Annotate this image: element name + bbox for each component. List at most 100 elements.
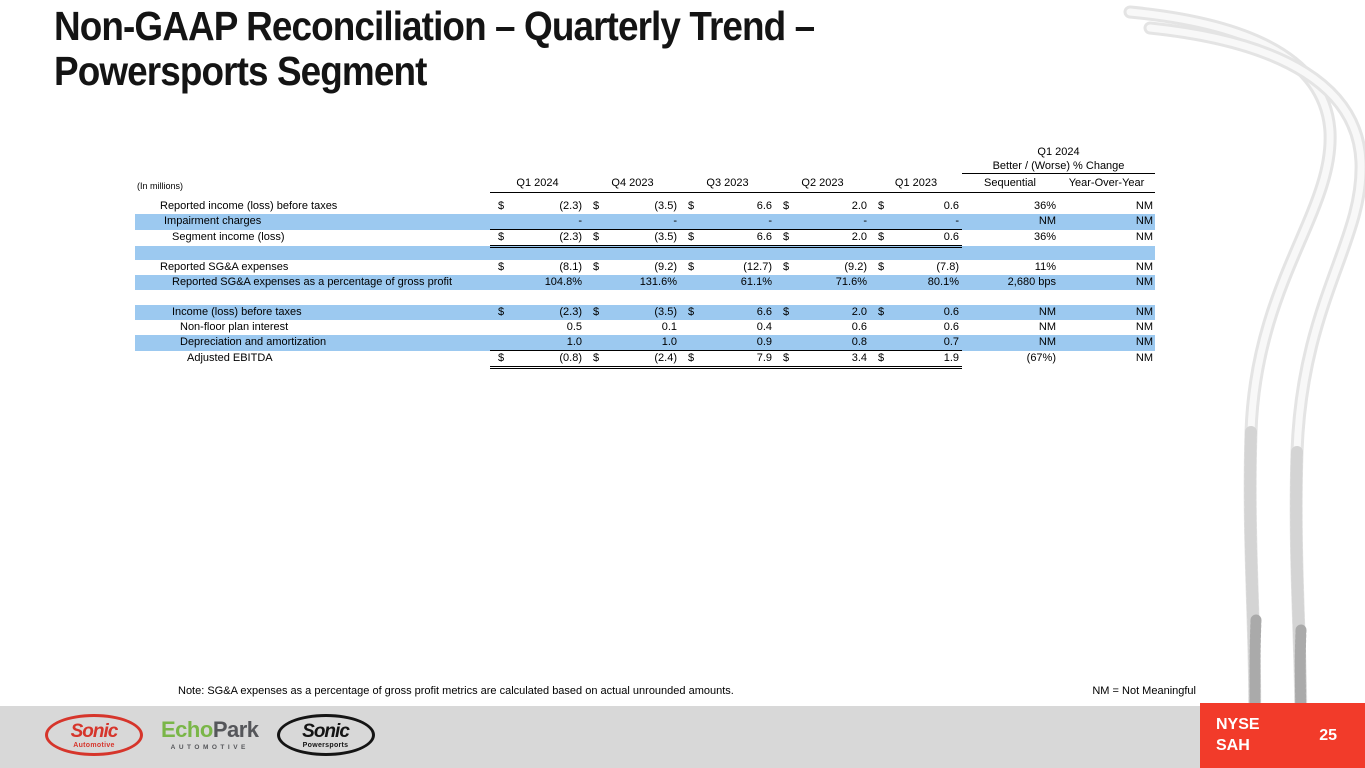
cell-value: (8.1) bbox=[559, 261, 582, 273]
cell-value: (12.7) bbox=[743, 261, 772, 273]
cell-value: - bbox=[768, 215, 772, 227]
value-cell: 80.1% bbox=[870, 275, 962, 290]
yoy-cell: NM bbox=[1135, 336, 1153, 348]
cell-value: 0.6 bbox=[943, 306, 959, 318]
table-row: Reported SG&A expenses $ (8.1) $ (9.2) $ (12.7… bbox=[135, 260, 1155, 275]
value-cell: $0.6 bbox=[870, 230, 962, 248]
dollar-sign: $ bbox=[593, 306, 600, 318]
echopark-text-ech: Ech bbox=[161, 717, 200, 742]
cell-value: 6.6 bbox=[756, 306, 772, 318]
cell-value: 1.0 bbox=[661, 336, 677, 348]
value-cell: $ (9.2) bbox=[585, 260, 680, 275]
cell-value: 6.6 bbox=[756, 200, 772, 212]
value-cell: $7.9 bbox=[680, 351, 775, 369]
dollar-sign: $ bbox=[498, 352, 505, 364]
table-row: Reported SG&A expenses as a percentage o… bbox=[135, 275, 1155, 290]
cell-value: 80.1% bbox=[927, 276, 959, 288]
table-row: Depreciation and amortization 1.0 1.0 0.9 0.… bbox=[135, 335, 1155, 351]
dollar-sign: $ bbox=[498, 306, 505, 318]
row-label: Reported SG&A expenses bbox=[160, 261, 289, 273]
value-cell bbox=[775, 246, 870, 260]
cell-value: (9.2) bbox=[654, 261, 677, 273]
value-cell: $ (12.7) bbox=[680, 260, 775, 275]
sequential-cell: NM bbox=[1038, 321, 1056, 333]
dollar-sign: $ bbox=[688, 261, 695, 273]
sonic-powersports-logo-subtext: Powersports bbox=[302, 741, 349, 749]
cell-value: 0.6 bbox=[943, 231, 959, 243]
cell-value: 7.9 bbox=[756, 352, 772, 364]
group-header-better-worse: Better / (Worse) % Change bbox=[962, 159, 1155, 174]
table-group-header-row-1: Q1 2024 bbox=[135, 145, 1155, 159]
cell-value: 131.6% bbox=[639, 276, 677, 288]
value-cell: $ (2.4) bbox=[585, 351, 680, 369]
cell-value: 0.5 bbox=[566, 321, 582, 333]
value-cell: - bbox=[870, 214, 962, 230]
cell-value: (2.4) bbox=[654, 352, 677, 364]
cell-value: (2.3) bbox=[559, 231, 582, 243]
cell-value: 0.6 bbox=[943, 321, 959, 333]
dollar-sign: $ bbox=[688, 352, 695, 364]
row-label: Adjusted EBITDA bbox=[187, 352, 273, 364]
value-cell bbox=[870, 290, 962, 305]
value-cell: $ (2.3) bbox=[490, 305, 585, 320]
reconciliation-table-body: Reported income (loss) before taxes $ (2.3… bbox=[135, 199, 1155, 369]
group-header-q1-2024: Q1 2024 bbox=[1037, 146, 1080, 158]
cell-value: 0.6 bbox=[851, 321, 867, 333]
table-row: Impairment charges - - - - - NM NM bbox=[135, 214, 1155, 230]
cell-value: (2.3) bbox=[559, 200, 582, 212]
dollar-sign: $ bbox=[878, 231, 885, 243]
yoy-cell: NM bbox=[1135, 276, 1153, 288]
yoy-cell: NM bbox=[1135, 321, 1153, 333]
value-cell: 104.8% bbox=[490, 275, 585, 290]
logo-strip: Sonic Automotive EchoPark AUTOMOTIVE Son… bbox=[45, 712, 375, 758]
sequential-cell: 36% bbox=[1033, 231, 1056, 243]
value-cell: $6.6 bbox=[680, 199, 775, 214]
value-cell bbox=[585, 246, 680, 260]
value-cell: 0.7 bbox=[870, 335, 962, 351]
dollar-sign: $ bbox=[498, 200, 505, 212]
value-cell: $ (0.8) bbox=[490, 351, 585, 369]
value-cell: 131.6% bbox=[585, 275, 680, 290]
cell-value: 2.0 bbox=[851, 306, 867, 318]
sequential-cell bbox=[962, 290, 1058, 305]
column-header-q4-2023: Q4 2023 bbox=[585, 174, 680, 193]
cell-value: (0.8) bbox=[559, 352, 582, 364]
value-cell: $ (3.5) bbox=[585, 230, 680, 248]
table-row: Segment income (loss) $ (2.3) $ (3.5) $6.6 $2.… bbox=[135, 230, 1155, 248]
value-cell bbox=[775, 290, 870, 305]
ticker-exchange: NYSE bbox=[1216, 715, 1260, 733]
dollar-sign: $ bbox=[878, 306, 885, 318]
value-cell: - bbox=[680, 214, 775, 230]
value-cell: $ (2.3) bbox=[490, 199, 585, 214]
value-cell: $2.0 bbox=[775, 230, 870, 248]
dollar-sign: $ bbox=[783, 352, 790, 364]
value-cell: $ (2.3) bbox=[490, 230, 585, 248]
table-row: Non-floor plan interest 0.5 0.1 0.4 0.6 0.6 NM… bbox=[135, 320, 1155, 335]
value-cell: $0.6 bbox=[870, 199, 962, 214]
cell-value: 0.6 bbox=[943, 200, 959, 212]
table-row: Income (loss) before taxes $ (2.3) $ (3.5) $6… bbox=[135, 305, 1155, 320]
value-cell: - bbox=[585, 214, 680, 230]
value-cell bbox=[870, 246, 962, 260]
dollar-sign: $ bbox=[593, 352, 600, 364]
table-row: Adjusted EBITDA $ (0.8) $ (2.4) $7.9 $3.4 $1.9(… bbox=[135, 351, 1155, 369]
units-label: (In millions) bbox=[137, 181, 184, 191]
value-cell: $6.6 bbox=[680, 230, 775, 248]
echopark-logo: EchoPark AUTOMOTIVE bbox=[161, 719, 259, 752]
value-cell: $ (3.5) bbox=[585, 305, 680, 320]
dollar-sign: $ bbox=[688, 200, 695, 212]
value-cell: $ (7.8) bbox=[870, 260, 962, 275]
echopark-logo-text: EchoPark bbox=[161, 719, 259, 741]
yoy-cell: NM bbox=[1135, 352, 1153, 364]
value-cell: $0.6 bbox=[870, 305, 962, 320]
table-row: Reported income (loss) before taxes $ (2.3… bbox=[135, 199, 1155, 214]
sonic-automotive-logo-subtext: Automotive bbox=[73, 741, 115, 749]
row-label: Segment income (loss) bbox=[172, 231, 285, 243]
yoy-cell: NM bbox=[1135, 306, 1153, 318]
value-cell: 0.9 bbox=[680, 335, 775, 351]
value-cell: 0.4 bbox=[680, 320, 775, 335]
sequential-cell: 2,680 bps bbox=[1007, 276, 1056, 288]
cell-value: (3.5) bbox=[654, 231, 677, 243]
cell-value: 0.1 bbox=[661, 321, 677, 333]
cell-value: 104.8% bbox=[544, 276, 582, 288]
